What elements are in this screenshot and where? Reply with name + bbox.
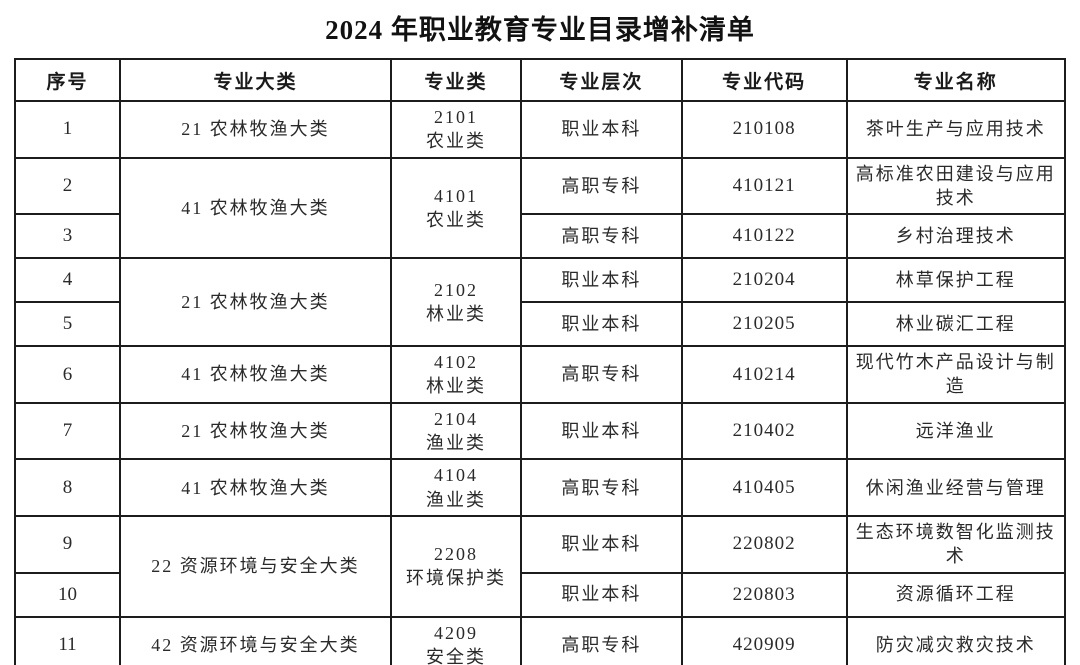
cell-code: 410405	[680, 458, 848, 517]
cell-category: 21 农林牧渔大类	[119, 100, 392, 159]
table-row: 2 41 农林牧渔大类 4101 农业类 高职专科 410121 高标准农田建设与应用技术	[14, 156, 1067, 260]
cell-code: 410122	[680, 213, 848, 260]
cell-name: 茶叶生产与应用技术	[845, 100, 1067, 159]
cell-code: 210205	[680, 301, 848, 348]
header-no: 序号	[14, 58, 121, 102]
cell-name: 林草保护工程	[845, 257, 1067, 304]
header-level: 专业层次	[520, 58, 683, 102]
table-row: 8 41 农林牧渔大类 4104 渔业类 高职专科 410405 休闲渔业经营与管理	[14, 458, 1067, 517]
cell-class: 4102 林业类	[389, 345, 523, 404]
cell-no: 4	[14, 257, 121, 304]
cell-level: 职业本科	[520, 257, 683, 304]
cell-level: 高职专科	[520, 213, 683, 260]
cell-name: 生态环境数智化监测技术	[845, 514, 1067, 574]
cell-level: 职业本科	[520, 401, 683, 461]
cell-code: 220802	[680, 514, 848, 574]
cell-class: 4209 安全类	[389, 615, 523, 665]
cell-level: 职业本科	[520, 514, 683, 574]
cell-class: 2101 农业类	[389, 100, 523, 159]
header-category: 专业大类	[119, 58, 392, 102]
cell-name: 现代竹木产品设计与制造	[845, 345, 1067, 404]
header-code: 专业代码	[680, 58, 848, 102]
cell-class: 2104 渔业类	[389, 401, 523, 461]
cell-category: 22 资源环境与安全大类	[119, 514, 392, 618]
cell-class: 4104 渔业类	[389, 458, 523, 517]
cell-level: 高职专科	[520, 156, 683, 216]
cell-category: 41 农林牧渔大类	[119, 156, 392, 260]
cell-name: 高标准农田建设与应用技术	[845, 156, 1067, 216]
cell-name: 休闲渔业经营与管理	[845, 458, 1067, 517]
cell-no: 5	[14, 301, 121, 348]
cell-no: 9	[14, 514, 121, 574]
cell-class: 2102 林业类	[389, 257, 523, 348]
table-row: 5 职业本科 210205 林业碳汇工程	[14, 301, 1067, 348]
table-row: 11 42 资源环境与安全大类 4209 安全类 高职专科 420909 防灾减灾救灾技术	[14, 615, 1067, 665]
cell-code: 210402	[680, 401, 848, 461]
table-row: 3 高职专科 410122 乡村治理技术	[14, 213, 1067, 260]
table-row: 4 21 农林牧渔大类 2102 林业类 职业本科 210204 林草保护工程	[14, 257, 1067, 348]
cell-name: 资源循环工程	[845, 571, 1067, 618]
table-row: 7 21 农林牧渔大类 2104 渔业类 职业本科 210402 远洋渔业	[14, 401, 1067, 461]
cell-no: 2	[14, 156, 121, 216]
cell-name: 防灾减灾救灾技术	[845, 615, 1067, 665]
cell-no: 1	[14, 100, 121, 159]
cell-no: 7	[14, 401, 121, 461]
cell-category: 21 农林牧渔大类	[119, 257, 392, 348]
cell-no: 8	[14, 458, 121, 517]
cell-level: 职业本科	[520, 571, 683, 618]
cell-category: 41 农林牧渔大类	[119, 458, 392, 517]
cell-category: 41 农林牧渔大类	[119, 345, 392, 404]
header-row: 序号 专业大类 专业类 专业层次 专业代码 专业名称	[14, 58, 1067, 102]
cell-no: 11	[14, 615, 121, 665]
cell-class: 2208 环境保护类	[389, 514, 523, 618]
header-class: 专业类	[389, 58, 523, 102]
header-name: 专业名称	[845, 58, 1067, 102]
cell-code: 210204	[680, 257, 848, 304]
cell-level: 职业本科	[520, 100, 683, 159]
cell-level: 职业本科	[520, 301, 683, 348]
table-body: 1 21 农林牧渔大类 2101 农业类 职业本科 210108 茶叶生产与应用技术 2 41…	[14, 100, 1067, 665]
cell-level: 高职专科	[520, 345, 683, 404]
page-title: 2024 年职业教育专业目录增补清单	[325, 15, 755, 45]
table-row: 9 22 资源环境与安全大类 2208 环境保护类 职业本科 220802 生态环境数智化…	[14, 514, 1067, 618]
cell-level: 高职专科	[520, 615, 683, 665]
cell-code: 410214	[680, 345, 848, 404]
table-row: 6 41 农林牧渔大类 4102 林业类 高职专科 410214 现代竹木产品设计与制造	[14, 345, 1067, 404]
cell-no: 3	[14, 213, 121, 260]
cell-category: 21 农林牧渔大类	[119, 401, 392, 461]
cell-class: 4101 农业类	[389, 156, 523, 260]
cell-code: 410121	[680, 156, 848, 216]
table-row: 1 21 农林牧渔大类 2101 农业类 职业本科 210108 茶叶生产与应用技术	[14, 100, 1067, 159]
cell-code: 220803	[680, 571, 848, 618]
cell-code: 420909	[680, 615, 848, 665]
cell-name: 乡村治理技术	[845, 213, 1067, 260]
catalog-table: 序号 专业大类 专业类 专业层次 专业代码 专业名称 1 21 农林牧渔大类 210…	[14, 58, 1067, 665]
cell-level: 高职专科	[520, 458, 683, 517]
table-row: 10 职业本科 220803 资源循环工程	[14, 571, 1067, 618]
cell-no: 10	[14, 571, 121, 618]
cell-no: 6	[14, 345, 121, 404]
cell-name: 远洋渔业	[845, 401, 1067, 461]
cell-category: 42 资源环境与安全大类	[119, 615, 392, 665]
cell-name: 林业碳汇工程	[845, 301, 1067, 348]
cell-code: 210108	[680, 100, 848, 159]
